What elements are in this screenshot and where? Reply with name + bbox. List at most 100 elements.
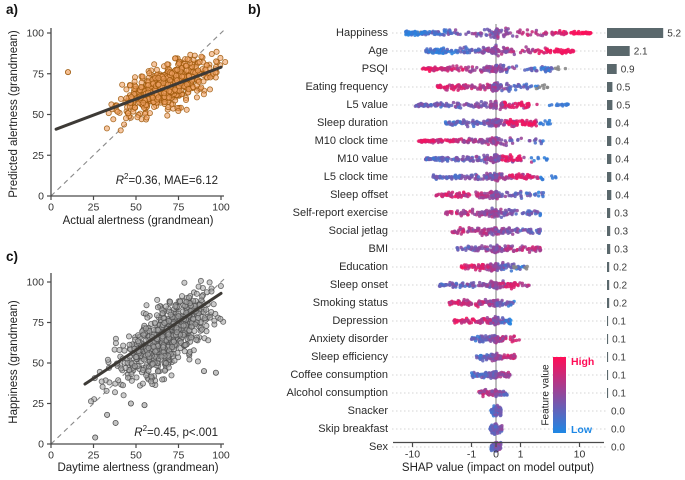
importance-bars: 5.2 2.1 0.9 0.5 0.5 0.4 0.4 0.4 0.4 0.4 0.3 0.3 0.3 0… — [607, 28, 682, 454]
importance-bar — [607, 298, 610, 308]
feature-label: Sleep offset — [330, 189, 388, 201]
x-tick-label: 75 — [173, 450, 185, 462]
importance-bar — [607, 190, 612, 200]
panel-a-stats-annotation: R2=0.36, MAE=6.12 — [60, 172, 218, 187]
feature-label: Age — [368, 45, 388, 57]
importance-value: 0.4 — [615, 191, 629, 202]
importance-value: 0.1 — [612, 389, 626, 400]
panel-c-stats-annotation: R2=0.45, p<.001 — [60, 424, 218, 439]
scatter-points — [65, 48, 229, 134]
x-tick-label: 0 — [48, 202, 54, 214]
importance-bar — [607, 172, 612, 182]
panel-b-label: b) — [248, 2, 261, 17]
feature-label: Smoking status — [312, 297, 388, 309]
importance-bar — [607, 82, 613, 92]
feature-label: Coffee consumption — [290, 369, 388, 381]
r-exponent: 2 — [124, 172, 129, 181]
feature-label: Snacker — [347, 405, 388, 417]
feature-value-colorbar — [553, 357, 566, 433]
importance-value: 0.0 — [611, 443, 625, 454]
x-tick-label: 25 — [88, 450, 100, 462]
feature-label: Sleep onset — [329, 279, 388, 291]
importance-bar — [607, 64, 617, 74]
importance-value: 0.3 — [614, 209, 628, 220]
panel-a-plot: 0 25 50 75 100 0 25 50 75 100 — [26, 28, 229, 214]
importance-value: 0.2 — [613, 299, 627, 310]
panel-b-plot: -10 -1 0 1 105.22.10.90.50.50.40.40.40.40.40… — [392, 24, 682, 461]
shap-tick-label: -10 — [405, 449, 420, 461]
importance-value: 0.1 — [612, 317, 626, 328]
importance-value: 0.4 — [615, 155, 629, 166]
importance-value: 2.1 — [634, 47, 648, 58]
x-tick-label: 75 — [173, 202, 185, 214]
y-tick-label: 50 — [32, 109, 44, 121]
importance-bar — [607, 262, 610, 272]
importance-value: 0.1 — [612, 335, 626, 346]
r-symbol: R — [134, 426, 143, 439]
importance-bar — [607, 388, 609, 398]
y-tick-label: 75 — [32, 68, 44, 80]
importance-bar — [607, 100, 613, 110]
r-exponent: 2 — [142, 424, 148, 433]
importance-bar — [607, 316, 609, 326]
importance-value: 5.2 — [667, 29, 681, 40]
importance-bar — [607, 352, 609, 362]
panel-b-x-axis-label: SHAP value (impact on model output) — [401, 462, 595, 474]
feature-label: Skip breakfast — [318, 423, 388, 435]
feature-label: Sleep duration — [317, 117, 388, 129]
importance-bar — [607, 280, 610, 290]
importance-value: 0.3 — [614, 227, 628, 238]
feature-label: M10 clock time — [314, 135, 388, 147]
importance-bar — [607, 136, 612, 146]
y-tick-label: 75 — [32, 317, 44, 329]
r-symbol: R — [115, 174, 125, 187]
feature-label: Social jetlag — [328, 225, 388, 237]
feature-label: L5 clock time — [323, 171, 388, 183]
importance-value: 0.3 — [614, 245, 628, 256]
colorbar-title: Feature value — [540, 364, 552, 426]
feature-label: Depression — [332, 315, 388, 327]
feature-label: Alcohol consumption — [286, 387, 388, 399]
shap-tick-label: 1 — [518, 449, 524, 461]
importance-value: 0.4 — [615, 173, 629, 184]
feature-label: Eating frequency — [305, 81, 388, 93]
feature-label: Education — [339, 261, 388, 273]
importance-value: 0.9 — [621, 65, 635, 76]
panel-a-x-axis-label: Actual alertness (grandmean) — [62, 215, 214, 227]
importance-bar — [607, 154, 612, 164]
x-tick-label: 100 — [212, 450, 230, 462]
importance-value: 0.1 — [612, 371, 626, 382]
y-tick-label: 0 — [38, 191, 44, 203]
importance-bar — [607, 226, 611, 236]
importance-value: 0.0 — [611, 425, 625, 436]
importance-value: 0.4 — [615, 137, 629, 148]
feature-label: Sex — [369, 441, 388, 453]
panel-a-label: a) — [6, 2, 19, 17]
panel-c-plot: 0 25 50 75 100 0 25 50 75 100 — [26, 273, 230, 462]
y-tick-label: 0 — [38, 439, 44, 451]
importance-value: 0.0 — [611, 407, 625, 418]
importance-bar — [607, 334, 609, 344]
importance-bar — [607, 370, 609, 380]
shap-tick-label: -1 — [467, 449, 476, 461]
x-tick-label: 25 — [88, 202, 100, 214]
x-tick-label: 0 — [48, 450, 54, 462]
importance-bar — [607, 208, 611, 218]
importance-value: 0.2 — [613, 263, 627, 274]
stats-text: =0.36, MAE=6.12 — [128, 174, 218, 187]
y-tick-label: 50 — [32, 358, 44, 370]
colorbar-high-label: High — [571, 356, 595, 368]
feature-label: L5 value — [346, 99, 388, 111]
importance-bar — [607, 118, 612, 128]
y-tick-label: 100 — [26, 28, 44, 40]
beeswarm-points — [404, 26, 593, 453]
importance-value: 0.1 — [612, 353, 626, 364]
regression-line — [83, 291, 223, 386]
feature-label: Happiness — [336, 27, 388, 39]
x-tick-label: 100 — [212, 202, 230, 214]
feature-label: PSQI — [361, 63, 388, 75]
panel-c-x-axis-label: Daytime alertness (grandmean) — [57, 462, 219, 474]
y-tick-label: 25 — [32, 398, 44, 410]
